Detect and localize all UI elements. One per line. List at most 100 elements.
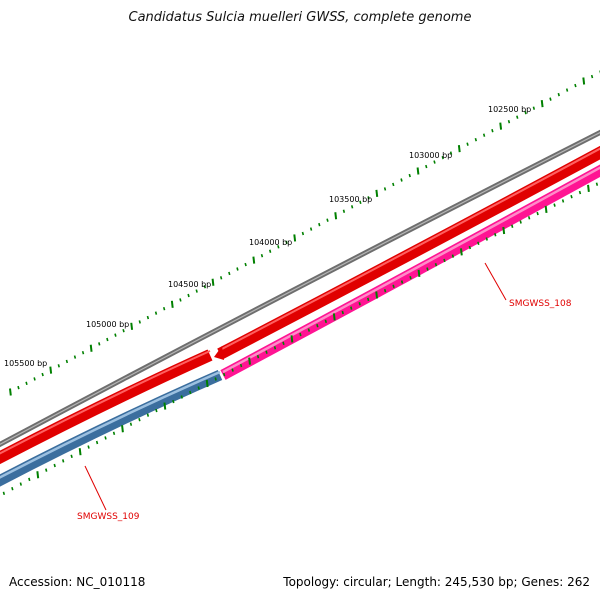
minor-tick bbox=[553, 203, 556, 207]
minor-tick bbox=[367, 297, 370, 302]
minor-tick bbox=[383, 187, 387, 191]
minor-tick bbox=[187, 293, 190, 298]
accession-text: Accession: NC_010118 bbox=[9, 575, 146, 589]
minor-tick bbox=[195, 289, 198, 293]
minor-tick bbox=[341, 310, 344, 315]
minor-tick bbox=[367, 196, 370, 200]
major-tick bbox=[248, 357, 251, 365]
minor-tick bbox=[342, 209, 346, 213]
minor-tick bbox=[590, 74, 594, 79]
major-tick bbox=[9, 388, 12, 396]
minor-tick bbox=[441, 155, 444, 160]
major-tick bbox=[544, 205, 548, 213]
minor-tick bbox=[154, 311, 158, 315]
minor-tick bbox=[408, 173, 411, 178]
ruler-label: 102500 bp bbox=[488, 105, 531, 114]
gene-label-leader bbox=[84, 465, 107, 511]
major-tick bbox=[293, 234, 297, 242]
minor-tick bbox=[146, 315, 150, 320]
gene-label-leader bbox=[484, 262, 507, 301]
minor-tick bbox=[11, 486, 14, 491]
gene-smgwss-109[interactable] bbox=[0, 369, 223, 487]
minor-tick bbox=[301, 231, 305, 236]
gene-smgwss-108[interactable] bbox=[220, 164, 600, 380]
minor-tick bbox=[358, 302, 361, 306]
gene-label-smgwss-109: SMGWSS_109 bbox=[77, 512, 140, 522]
major-tick bbox=[36, 471, 40, 479]
minor-tick bbox=[228, 271, 231, 276]
minor-tick bbox=[197, 386, 200, 390]
major-tick bbox=[375, 189, 379, 198]
minor-tick bbox=[73, 355, 77, 359]
major-tick bbox=[416, 167, 420, 175]
minor-tick bbox=[316, 323, 319, 328]
gene-label-smgwss-108: SMGWSS_108 bbox=[509, 299, 572, 309]
minor-tick bbox=[244, 262, 247, 267]
minor-tick bbox=[239, 363, 243, 368]
ruler-label: 103500 bp bbox=[329, 195, 372, 204]
major-tick bbox=[170, 300, 174, 308]
minor-tick bbox=[491, 128, 494, 133]
outer-ruler bbox=[9, 70, 600, 396]
major-tick bbox=[334, 212, 338, 220]
minor-tick bbox=[179, 298, 182, 302]
minor-tick bbox=[326, 218, 329, 222]
minor-tick bbox=[256, 354, 260, 359]
minor-tick bbox=[565, 88, 569, 92]
minor-tick bbox=[392, 182, 395, 187]
minor-tick bbox=[451, 254, 455, 258]
minor-tick bbox=[574, 83, 577, 88]
minor-tick bbox=[146, 413, 150, 417]
major-tick bbox=[121, 425, 124, 433]
minor-tick bbox=[578, 190, 582, 195]
minor-tick bbox=[214, 377, 217, 381]
minor-tick bbox=[307, 328, 311, 332]
major-tick bbox=[587, 184, 590, 192]
minor-tick bbox=[17, 385, 20, 390]
genome-backbone bbox=[0, 129, 600, 448]
minor-tick bbox=[519, 220, 522, 224]
minor-tick bbox=[324, 319, 327, 323]
major-tick bbox=[457, 145, 461, 153]
minor-tick bbox=[265, 350, 268, 354]
minor-tick bbox=[95, 440, 99, 445]
major-tick bbox=[540, 100, 544, 108]
ruler-label: 103000 bp bbox=[409, 151, 452, 160]
minor-tick bbox=[81, 350, 85, 355]
minor-tick bbox=[180, 395, 183, 399]
minor-tick bbox=[282, 341, 285, 346]
major-tick bbox=[375, 291, 379, 299]
minor-tick bbox=[409, 275, 412, 280]
minor-tick bbox=[268, 249, 272, 253]
minor-tick bbox=[536, 211, 539, 216]
minor-tick bbox=[98, 342, 101, 346]
major-tick bbox=[163, 402, 167, 410]
minor-tick bbox=[309, 227, 313, 231]
minor-tick bbox=[25, 381, 28, 385]
minor-tick bbox=[443, 258, 446, 263]
minor-tick bbox=[511, 224, 514, 228]
minor-tick bbox=[62, 459, 65, 463]
minor-tick bbox=[236, 267, 239, 271]
minor-tick bbox=[400, 178, 403, 182]
minor-tick bbox=[104, 436, 107, 440]
major-tick bbox=[417, 269, 421, 277]
minor-tick bbox=[359, 200, 362, 205]
minor-tick bbox=[155, 408, 158, 413]
genome-summary-text: Topology: circular; Length: 245,530 bp; … bbox=[283, 575, 590, 589]
ruler-label: 105000 bp bbox=[86, 320, 129, 329]
minor-tick bbox=[231, 368, 234, 372]
minor-tick bbox=[532, 106, 536, 110]
minor-tick bbox=[138, 320, 141, 324]
minor-tick bbox=[557, 92, 560, 97]
minor-tick bbox=[172, 399, 175, 404]
minor-tick bbox=[53, 463, 56, 468]
minor-tick bbox=[122, 329, 125, 333]
minor-tick bbox=[527, 216, 531, 220]
minor-tick bbox=[549, 97, 552, 101]
major-tick bbox=[502, 226, 506, 235]
minor-tick bbox=[112, 431, 116, 436]
minor-tick bbox=[106, 337, 109, 342]
minor-tick bbox=[129, 422, 133, 426]
